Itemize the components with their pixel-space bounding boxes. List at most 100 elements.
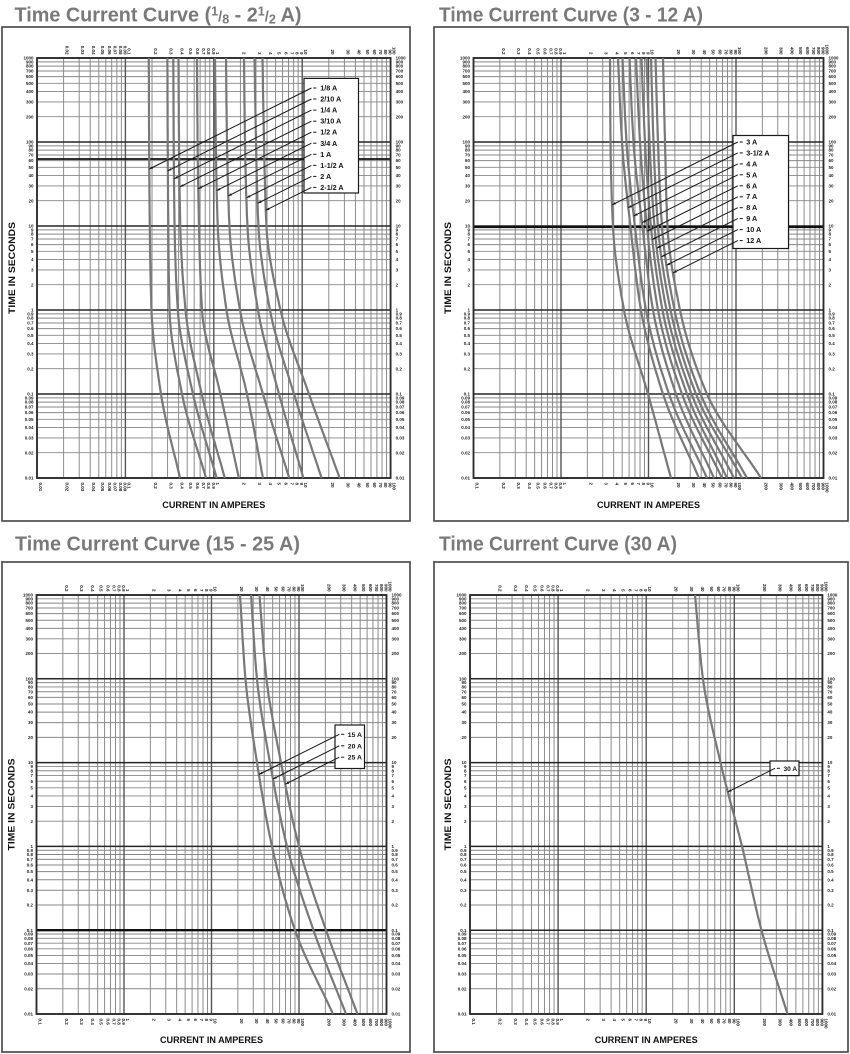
svg-text:30 A: 30 A	[784, 766, 798, 773]
svg-text:900: 900	[462, 59, 470, 64]
svg-text:2: 2	[586, 1019, 591, 1022]
svg-text:70: 70	[829, 153, 835, 158]
svg-text:40: 40	[702, 49, 707, 55]
svg-text:20: 20	[676, 49, 681, 55]
svg-text:1000: 1000	[829, 56, 840, 61]
svg-text:6: 6	[829, 242, 832, 247]
svg-text:0.3: 0.3	[829, 352, 836, 357]
svg-text:0.07: 0.07	[24, 941, 33, 946]
svg-text:4 A: 4 A	[746, 159, 757, 168]
svg-text:100: 100	[392, 483, 397, 491]
svg-text:0.06: 0.06	[107, 46, 112, 55]
svg-text:0.02: 0.02	[829, 450, 838, 455]
svg-text:0.9: 0.9	[464, 311, 471, 316]
svg-text:100: 100	[829, 140, 837, 145]
svg-text:900: 900	[819, 584, 824, 592]
svg-text:500: 500	[361, 1019, 366, 1027]
svg-text:900: 900	[396, 59, 404, 64]
svg-text:0.4: 0.4	[527, 48, 532, 55]
svg-text:60: 60	[392, 695, 398, 700]
svg-text:60: 60	[718, 49, 723, 55]
svg-text:0.8: 0.8	[551, 1019, 556, 1026]
svg-text:5: 5	[621, 1019, 626, 1022]
svg-text:8: 8	[204, 1019, 209, 1022]
svg-text:2: 2	[396, 282, 399, 287]
svg-text:50: 50	[827, 702, 833, 707]
svg-text:100: 100	[392, 47, 397, 55]
svg-text:800: 800	[392, 601, 400, 606]
svg-text:5: 5	[277, 52, 282, 55]
svg-text:5: 5	[277, 483, 282, 486]
svg-text:70: 70	[723, 49, 728, 55]
svg-text:0.3: 0.3	[79, 585, 84, 592]
svg-text:0.08: 0.08	[25, 400, 34, 405]
svg-text:40: 40	[461, 710, 467, 715]
svg-text:300: 300	[342, 1019, 347, 1027]
svg-text:70: 70	[28, 153, 34, 158]
svg-text:0.6: 0.6	[195, 483, 200, 490]
svg-text:7: 7	[290, 483, 295, 486]
svg-text:0.5: 0.5	[533, 585, 538, 592]
svg-text:400: 400	[827, 626, 835, 631]
svg-text:25 A: 25 A	[348, 755, 362, 762]
svg-text:400: 400	[788, 584, 793, 592]
svg-text:100: 100	[737, 483, 742, 491]
svg-text:80: 80	[28, 148, 34, 153]
svg-text:0.2: 0.2	[460, 903, 467, 908]
svg-text:0.2: 0.2	[396, 366, 403, 371]
svg-text:900: 900	[821, 47, 826, 55]
svg-text:900: 900	[827, 596, 835, 601]
svg-text:600: 600	[827, 611, 835, 616]
svg-text:0.7: 0.7	[201, 48, 206, 55]
svg-text:500: 500	[797, 584, 802, 592]
svg-text:TIME IN SECONDS: TIME IN SECONDS	[443, 759, 454, 851]
svg-text:2: 2	[467, 282, 470, 287]
svg-text:3: 3	[604, 483, 609, 486]
svg-text:300: 300	[779, 47, 784, 55]
svg-text:60: 60	[716, 1019, 721, 1025]
svg-text:800: 800	[379, 584, 384, 592]
svg-text:7 A: 7 A	[746, 192, 757, 201]
svg-text:0.4: 0.4	[27, 341, 34, 346]
svg-text:4: 4	[268, 52, 273, 55]
svg-text:0.01: 0.01	[24, 1012, 33, 1017]
svg-text:1: 1	[829, 308, 832, 313]
svg-text:9: 9	[467, 227, 470, 232]
svg-text:0.8: 0.8	[554, 483, 559, 490]
svg-text:0.03: 0.03	[829, 436, 838, 441]
svg-text:0.9: 0.9	[555, 1019, 560, 1026]
svg-text:0.2: 0.2	[64, 585, 69, 592]
svg-text:80: 80	[727, 1019, 732, 1025]
svg-text:3: 3	[467, 268, 470, 273]
svg-text:100: 100	[396, 140, 404, 145]
svg-text:30: 30	[691, 483, 696, 489]
svg-text:700: 700	[374, 1019, 379, 1027]
svg-text:0.9: 0.9	[558, 483, 563, 490]
svg-text:9: 9	[643, 1019, 648, 1022]
svg-text:0.01: 0.01	[458, 1012, 467, 1017]
svg-text:7: 7	[827, 773, 830, 778]
svg-text:1: 1	[467, 308, 470, 313]
svg-text:0.01: 0.01	[25, 476, 34, 481]
svg-text:0.9: 0.9	[396, 311, 403, 316]
svg-text:10: 10	[650, 483, 655, 489]
svg-text:60: 60	[281, 586, 286, 592]
svg-text:30: 30	[465, 184, 471, 189]
svg-text:30: 30	[345, 483, 350, 489]
svg-text:60: 60	[28, 695, 34, 700]
svg-text:500: 500	[798, 47, 803, 55]
svg-text:800: 800	[815, 584, 820, 592]
svg-text:0.8: 0.8	[460, 852, 467, 857]
svg-text:700: 700	[26, 69, 34, 74]
svg-text:0.05: 0.05	[392, 953, 401, 958]
svg-text:8: 8	[31, 232, 34, 237]
svg-text:900: 900	[829, 59, 837, 64]
svg-text:100: 100	[25, 676, 33, 681]
svg-text:0.2: 0.2	[464, 366, 471, 371]
svg-text:2: 2	[151, 589, 156, 592]
svg-text:0.2: 0.2	[501, 483, 506, 490]
svg-text:0.2: 0.2	[501, 48, 506, 55]
svg-text:0.5: 0.5	[99, 585, 104, 592]
svg-text:0.04: 0.04	[827, 961, 836, 966]
svg-text:0.9: 0.9	[829, 311, 836, 316]
